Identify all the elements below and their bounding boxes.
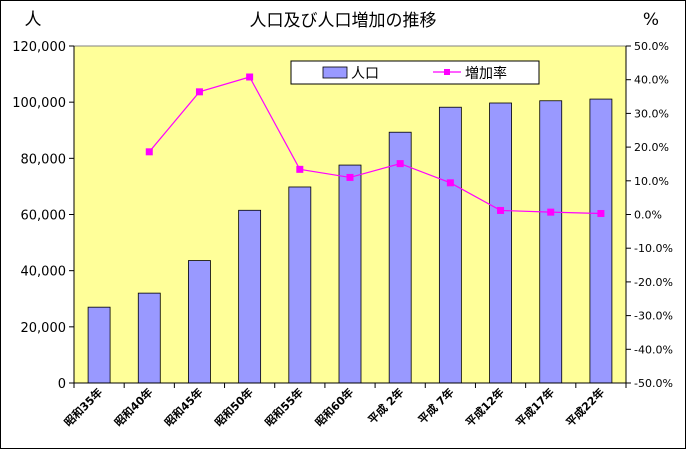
- bar-6: [388, 131, 412, 384]
- legend-label-population: 人口: [351, 66, 379, 82]
- growth-point-3: [246, 73, 254, 81]
- left-tick-label-3: 60,000: [21, 209, 67, 224]
- right-tick-label-7: 20.0%: [634, 141, 669, 154]
- bar-2: [188, 260, 211, 384]
- growth-point-5: [346, 173, 354, 181]
- bar-3: [238, 209, 262, 384]
- chart-title: 人口及び人口増加の推移: [250, 11, 437, 31]
- right-tick-label-6: 10.0%: [634, 175, 669, 188]
- right-tick-label-8: 30.0%: [634, 107, 669, 120]
- bar-8: [489, 102, 512, 384]
- bar-1: [137, 292, 161, 384]
- growth-point-8: [497, 206, 505, 214]
- right-tick-label-4: -10.0%: [634, 242, 673, 255]
- right-tick-label-3: -20.0%: [634, 276, 673, 289]
- bar-9: [539, 100, 563, 384]
- growth-point-1: [145, 148, 153, 156]
- right-tick-label-9: 40.0%: [634, 74, 669, 87]
- right-tick-label-10: 50.0%: [634, 40, 669, 53]
- left-tick-label-1: 20,000: [21, 321, 67, 336]
- right-tick-label-0: -50.0%: [634, 377, 673, 390]
- bar-10: [589, 98, 613, 384]
- legend-box: [290, 60, 540, 85]
- legend-swatch-growth-marker: [444, 69, 450, 75]
- growth-point-9: [547, 208, 555, 216]
- left-tick-label-2: 40,000: [21, 265, 67, 280]
- left-axis-unit: 人: [25, 10, 42, 30]
- growth-point-7: [446, 179, 454, 187]
- legend-swatch-population: [322, 66, 348, 79]
- growth-point-6: [396, 160, 404, 168]
- bar-4: [288, 186, 312, 384]
- left-tick-label-0: 0: [58, 377, 66, 392]
- right-tick-label-1: -40.0%: [634, 343, 673, 356]
- legend: 人口 増加率: [290, 60, 540, 85]
- bar-0: [87, 306, 111, 384]
- right-axis-unit: %: [643, 10, 659, 30]
- right-tick-label-2: -30.0%: [634, 310, 673, 323]
- growth-point-4: [296, 165, 304, 173]
- bar-5: [338, 164, 362, 384]
- legend-label-growth: 増加率: [465, 65, 507, 82]
- left-tick-label-6: 120,000: [12, 40, 66, 55]
- growth-point-10: [597, 209, 605, 217]
- left-tick-label-4: 80,000: [21, 152, 67, 167]
- bar-7: [438, 106, 462, 384]
- right-tick-label-5: 0.0%: [634, 209, 662, 222]
- left-tick-label-5: 100,000: [12, 96, 66, 111]
- growth-rate-line: [148, 76, 601, 215]
- growth-point-2: [195, 88, 203, 96]
